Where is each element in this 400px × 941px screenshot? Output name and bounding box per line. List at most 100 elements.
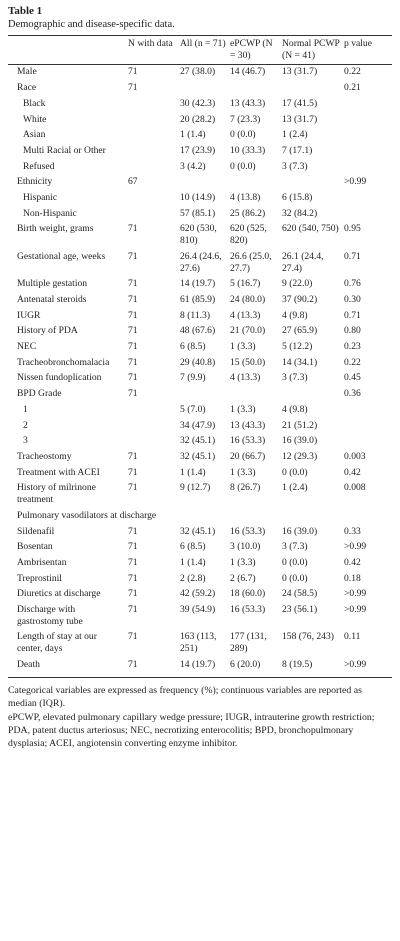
table-row: History of PDA 71 48 (67.6) 21 (70.0) 27 (65… <box>8 324 392 340</box>
header-cell: ePCWP (N = 30) <box>228 36 280 66</box>
row-label: Antenatal steroids <box>17 293 87 305</box>
table-cell: 71 <box>128 82 138 94</box>
table-cell: 0.95 <box>344 223 361 235</box>
table-cell <box>280 81 342 97</box>
table-cell: 620 (525, 820) <box>230 223 267 247</box>
table-cell: 0.71 <box>344 250 361 262</box>
table-cell: 71 <box>128 356 138 368</box>
row-label: Gestational age, weeks <box>17 250 106 262</box>
table-cell: 3 (7.3) <box>282 541 308 553</box>
table-cell: 42 (59.2) <box>180 588 216 600</box>
table-row: Asian 1 (1.4) 0 (0.0) 1 (2.4) <box>8 128 392 144</box>
table-cell <box>342 419 392 435</box>
table-cell: 6 (8.5) <box>180 541 206 553</box>
table-row: Pulmonary vasodilators at discharge <box>8 509 392 525</box>
table-cell: 6 (20.0) <box>228 657 280 678</box>
table-cell: 1 (2.4) <box>282 129 308 141</box>
row-label: Diuretics at discharge <box>17 588 101 600</box>
table-row: Hispanic 10 (14.9) 4 (13.8) 6 (15.8) <box>8 191 392 207</box>
table-row: Nissen fundoplication 71 7 (9.9) 4 (13.3) 3 … <box>8 371 392 387</box>
table-cell: 26.1 (24.4, 27.4) <box>282 250 324 274</box>
table-cell <box>228 81 280 97</box>
table-cell: 16 (53.3) <box>230 604 266 616</box>
table-cell: 0 (0.0) <box>282 466 308 478</box>
table-cell: 7 (23.3) <box>230 113 261 125</box>
table-row: Death 71 14 (19.7) 6 (20.0) 8 (19.5) >0.99 <box>8 657 392 678</box>
table-cell: 24 (80.0) <box>230 293 266 305</box>
table-cell: 2 (2.8) <box>180 572 206 584</box>
table-row: 3 32 (45.1) 16 (53.3) 16 (39.0) <box>8 434 392 450</box>
table-row: Birth weight, grams 71 620 (530, 810) 620 (… <box>8 222 392 249</box>
table-cell: 0.45 <box>344 372 361 384</box>
table-cell: 32 (84.2) <box>282 207 318 219</box>
table-cell: 5 (12.2) <box>282 341 313 353</box>
table-cell: 71 <box>128 325 138 337</box>
row-label: History of milrinone treatment <box>17 482 96 506</box>
table-cell: 15 (50.0) <box>230 356 266 368</box>
table-row: Diuretics at discharge 71 42 (59.2) 18 (60.… <box>8 587 392 603</box>
table-cell <box>342 191 392 207</box>
table-cell: 25 (86.2) <box>230 207 266 219</box>
table-row: 1 5 (7.0) 1 (3.3) 4 (9.8) <box>8 403 392 419</box>
table-cell <box>126 113 178 129</box>
table-cell: 14 (46.7) <box>230 66 266 78</box>
table-cell <box>178 175 228 191</box>
table-cell: 16 (39.0) <box>282 435 318 447</box>
row-label: 3 <box>23 435 28 447</box>
table-cell: 71 <box>128 250 138 262</box>
table-cell: 4 (13.3) <box>230 309 261 321</box>
row-label: Ambrisentan <box>17 556 67 568</box>
table-cell: 26.4 (24.6, 27.6) <box>180 250 222 274</box>
table-cell: 5 (16.7) <box>230 278 261 290</box>
table-cell: 1 (3.3) <box>230 466 256 478</box>
row-label: IUGR <box>17 309 41 321</box>
row-label: Male <box>17 66 37 78</box>
header-row: N with data All (n = 71) ePCWP (N = 30) Nor… <box>8 36 392 66</box>
header-cell <box>8 36 126 66</box>
table-cell <box>280 175 342 191</box>
table-cell: 163 (113, 251) <box>180 631 217 655</box>
row-label: Death <box>8 657 126 678</box>
table-cell: 71 <box>128 278 138 290</box>
table-cell: 71 <box>128 223 138 235</box>
row-label: Length of stay at our center, days <box>17 631 97 655</box>
table-cell: 0.008 <box>344 482 366 494</box>
table-cell: 13 (31.7) <box>282 66 318 78</box>
table-row: Ambrisentan 71 1 (1.4) 1 (3.3) 0 (0.0) 0.42 <box>8 556 392 572</box>
table-cell: 0.71 <box>344 309 361 321</box>
table-cell: 14 (19.7) <box>178 657 228 678</box>
table-cell <box>126 191 178 207</box>
table-cell: 0.42 <box>344 556 361 568</box>
table-row: Non-Hispanic 57 (85.1) 25 (86.2) 32 (84.2) <box>8 207 392 223</box>
row-label: Race <box>17 82 37 94</box>
table-row: Tracheobronchomalacia 71 29 (40.8) 15 (50.0… <box>8 356 392 372</box>
table-cell: 0.30 <box>344 293 361 305</box>
table-cell <box>228 175 280 191</box>
table-cell <box>126 128 178 144</box>
table-cell <box>126 434 178 450</box>
row-label: White <box>23 113 47 125</box>
table-cell: 71 <box>128 450 138 462</box>
table-cell: 27 (65.9) <box>282 325 318 337</box>
table-cell: 8 (19.5) <box>280 657 342 678</box>
table-row: Refused 3 (4.2) 0 (0.0) 3 (7.3) <box>8 160 392 176</box>
table-cell: 1 (1.4) <box>180 129 206 141</box>
table-cell: 71 <box>128 482 138 494</box>
table-cell: 4 (13.8) <box>230 192 261 204</box>
table-cell: 4 (9.8) <box>282 403 308 415</box>
table-cell: 3 (7.3) <box>282 372 308 384</box>
table-cell: 1 (1.4) <box>180 556 206 568</box>
table-cell: 71 <box>128 66 138 78</box>
row-label: Multiple gestation <box>17 278 88 290</box>
table-cell: 23 (56.1) <box>282 604 318 616</box>
table-cell: 71 <box>128 631 138 643</box>
table-row: Tracheostomy 71 32 (45.1) 20 (66.7) 12 (29.3… <box>8 450 392 466</box>
table-row: White 20 (28.2) 7 (23.3) 13 (31.7) <box>8 113 392 129</box>
table-row: Ethnicity 67 >0.99 <box>8 175 392 191</box>
table-cell: 5 (7.0) <box>180 403 206 415</box>
table-cell: 0.18 <box>344 572 361 584</box>
table-row: BPD Grade 71 0.36 <box>8 387 392 403</box>
table-cell: 24 (58.5) <box>282 588 318 600</box>
table-cell: 48 (67.6) <box>180 325 216 337</box>
row-label: Pulmonary vasodilators at discharge <box>17 509 157 521</box>
